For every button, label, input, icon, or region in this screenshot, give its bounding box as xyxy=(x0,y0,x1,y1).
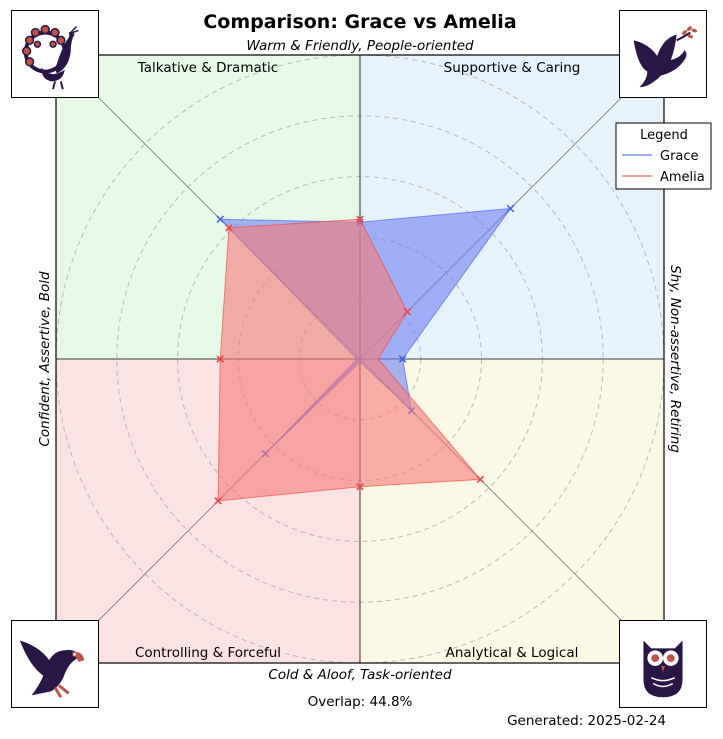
chart-title: Comparison: Grace vs Amelia xyxy=(203,11,516,33)
quadrant-label-talkative-dramatic: Talkative & Dramatic xyxy=(137,60,278,76)
legend: Legend Grace Amelia xyxy=(615,122,712,190)
axis-label-top: Warm & Friendly, People-oriented xyxy=(246,38,474,54)
data-point-amelia-top xyxy=(356,215,364,223)
eagle-icon xyxy=(19,640,85,698)
quadrant-label-supportive-caring: Supportive & Caring xyxy=(444,60,581,76)
data-point-amelia-bottom xyxy=(356,482,364,491)
axis-label-bottom: Cold & Aloof, Task-oriented xyxy=(268,667,452,683)
axis-label-left: Confident, Assertive, Bold xyxy=(37,271,53,447)
data-point-amelia-top-right xyxy=(403,307,412,316)
generated-label: Generated: 2025-02-24 xyxy=(507,713,666,729)
data-point-grace-right xyxy=(398,355,407,363)
eagle-icon-box xyxy=(11,620,99,708)
legend-title: Legend xyxy=(640,128,688,143)
quadrant-label-controlling-forceful: Controlling & Forceful xyxy=(135,645,281,661)
owl-icon xyxy=(643,640,683,698)
owl-icon-box xyxy=(619,620,707,708)
data-point-amelia-left xyxy=(216,355,224,363)
overlap-label: Overlap: 44.8% xyxy=(308,694,413,710)
data-point-grace-top-left xyxy=(216,215,225,224)
dove-icon xyxy=(633,26,698,88)
peacock-icon-box xyxy=(11,10,99,98)
axis-label-right: Shy, Non-assertive, Retiring xyxy=(667,265,683,453)
quadrant-label-analytical-logical: Analytical & Logical xyxy=(446,645,579,661)
dove-icon-box xyxy=(619,10,707,98)
data-point-amelia-bottom-right xyxy=(476,475,485,484)
plot-border xyxy=(55,54,665,664)
data-point-amelia-top-left xyxy=(225,224,233,232)
legend-label-amelia: Amelia xyxy=(660,170,705,185)
series-layer xyxy=(214,204,515,505)
data-point-amelia-bottom-left xyxy=(214,497,222,505)
peacock-icon xyxy=(22,24,79,90)
data-point-grace-top-right xyxy=(506,204,515,213)
legend-label-grace: Grace xyxy=(660,149,699,164)
